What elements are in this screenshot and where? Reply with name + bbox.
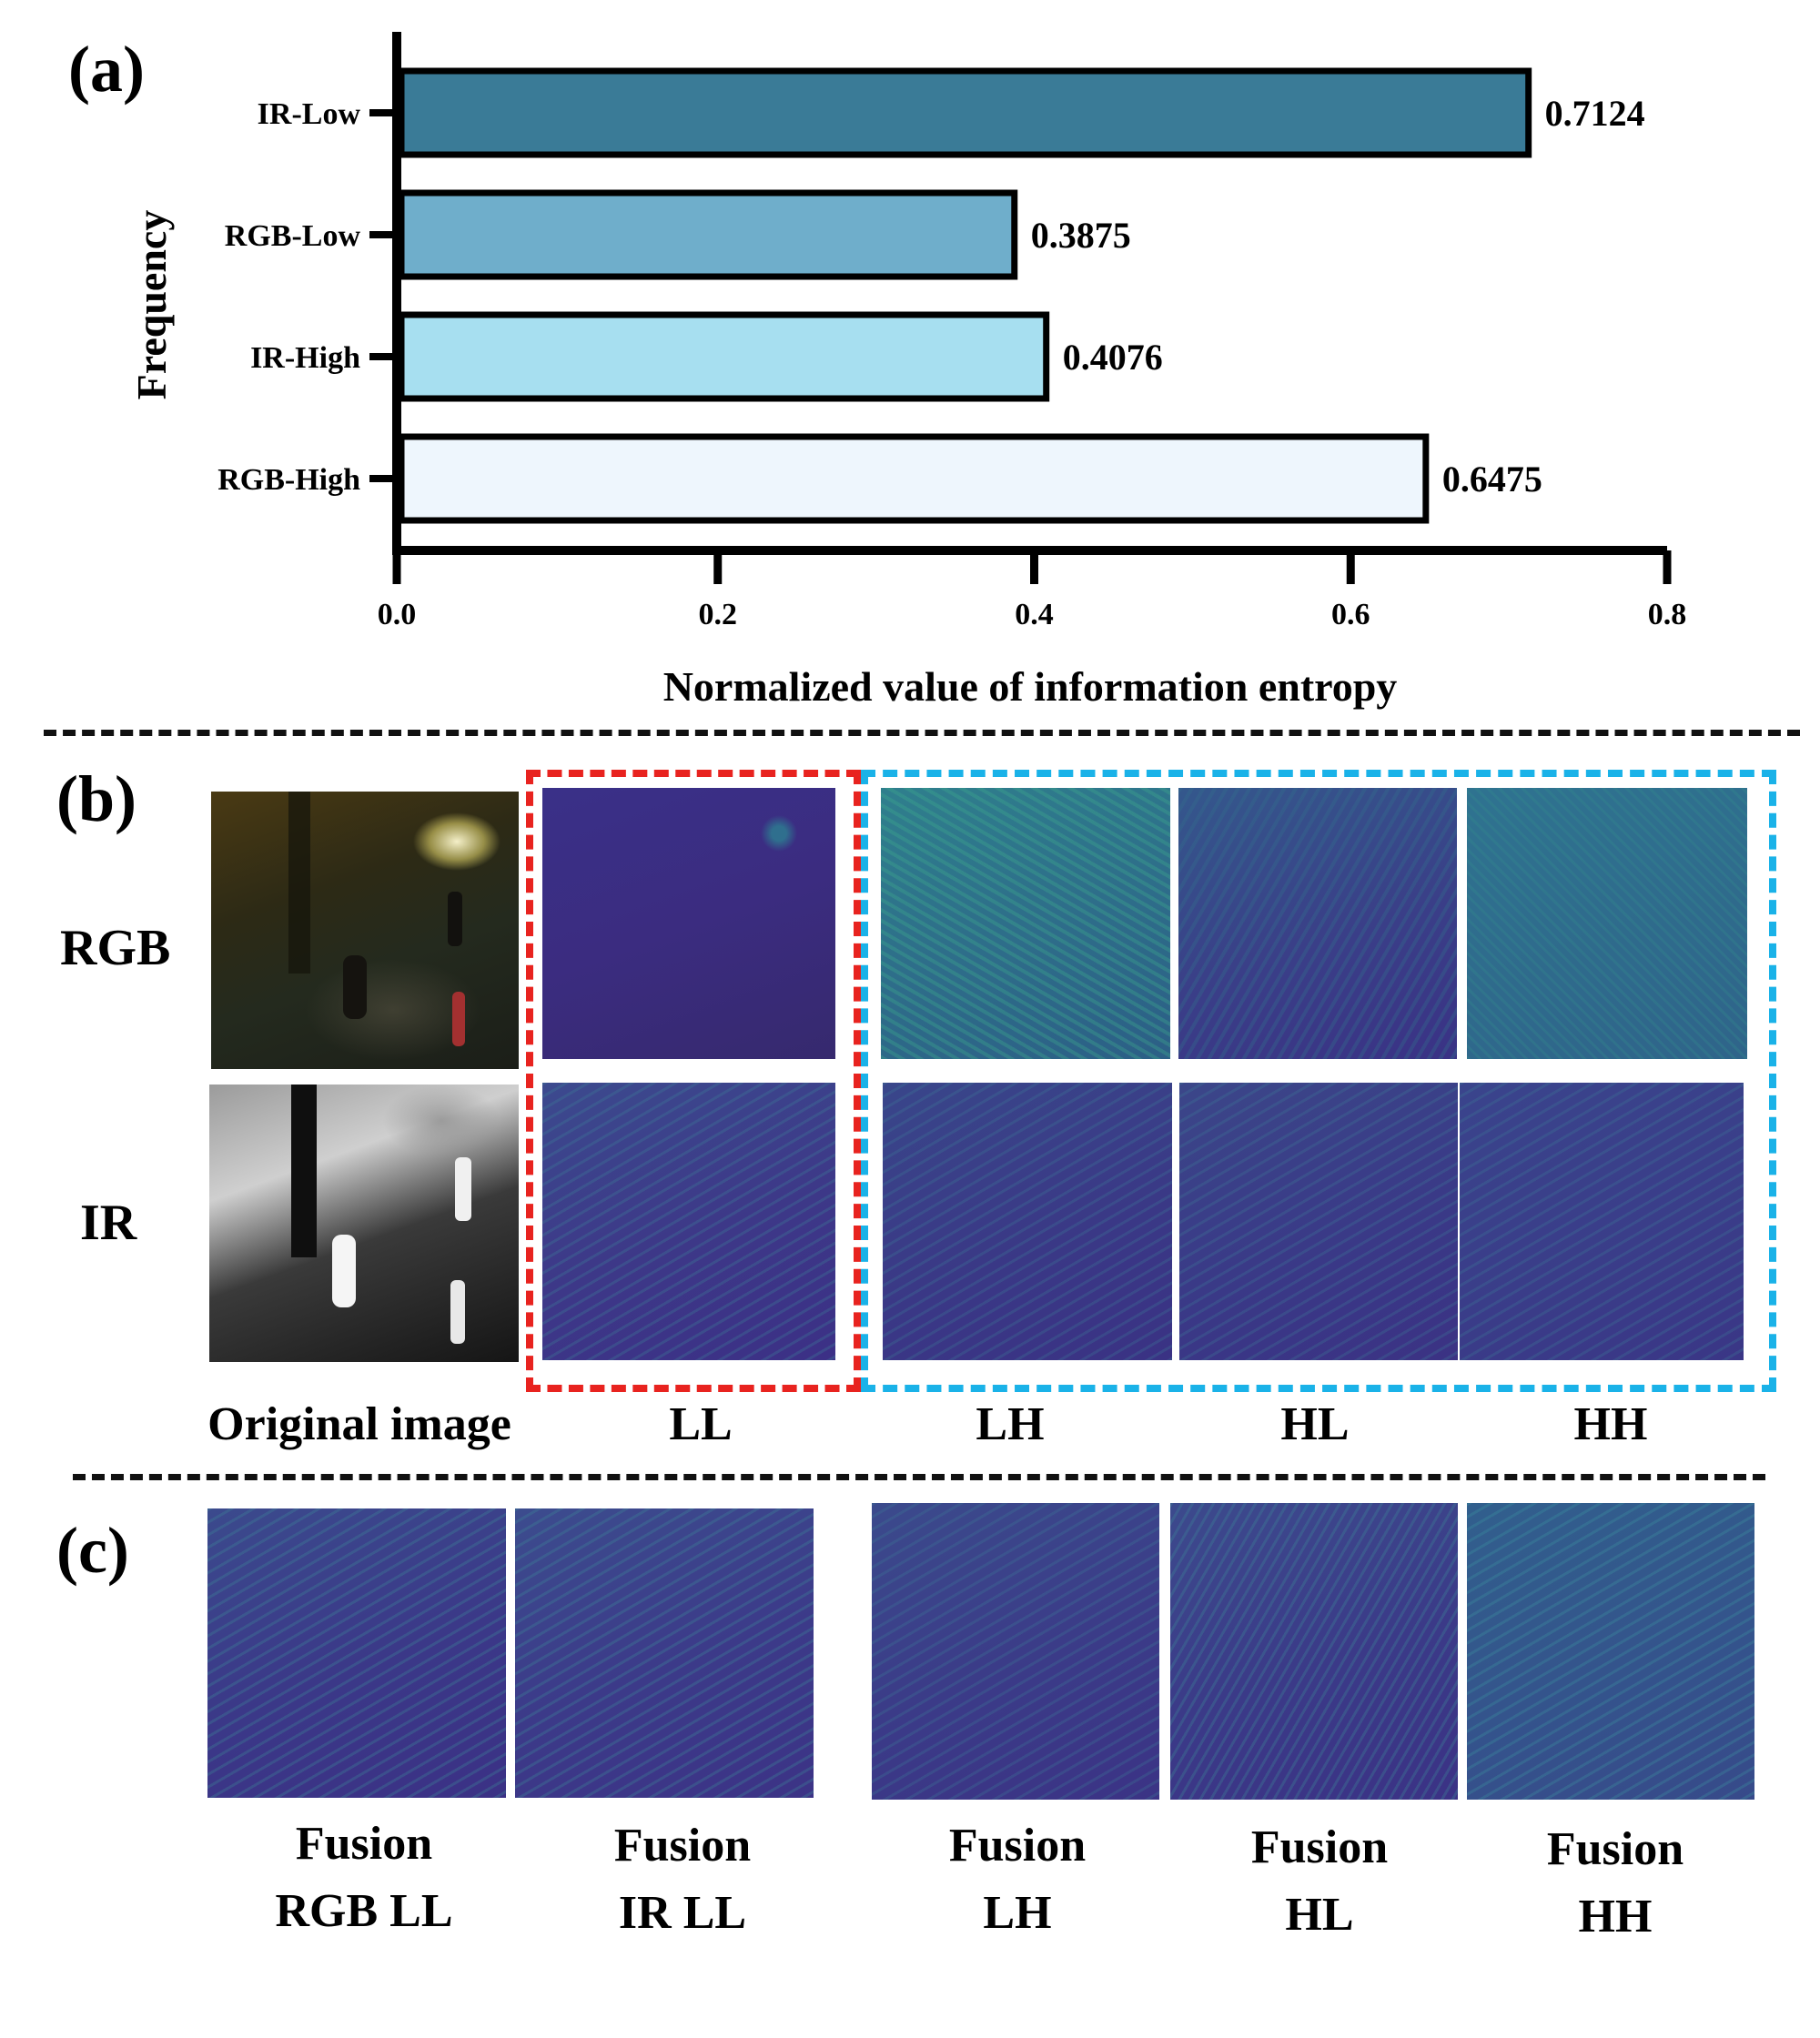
rgb-lh-map <box>881 788 1170 1059</box>
x-tick-label-2: 0.4 <box>1015 598 1054 631</box>
ir-ll-map <box>542 1083 835 1360</box>
caption-ll: LL <box>669 1398 733 1450</box>
value-label-ir-high: 0.4076 <box>1063 337 1163 378</box>
x-tick-label-1: 0.2 <box>699 598 738 631</box>
panel-label-a: (a) <box>68 33 145 106</box>
row-label-rgb: RGB <box>60 920 171 976</box>
rgb-original-image <box>211 792 519 1069</box>
rgb-hh-map <box>1467 788 1747 1059</box>
caption-lh: LH <box>976 1398 1045 1450</box>
y-tick-label-ir-low: IR-Low <box>258 97 361 131</box>
x-tick-label-3: 0.6 <box>1331 598 1370 631</box>
high-frequency-highlight-box <box>861 770 1776 1392</box>
panel-label-c: (c) <box>56 1514 129 1587</box>
caption-hh: HH <box>1573 1398 1648 1450</box>
panel-label-b: (b) <box>56 762 136 835</box>
fusion-ir-ll-map <box>515 1508 814 1798</box>
value-label-rgb-low: 0.3875 <box>1031 215 1131 256</box>
bar-ir-low <box>398 67 1532 158</box>
fusion-rgb-ll-map <box>207 1508 506 1798</box>
entropy-bar-chart: IR-Low RGB-Low IR-High RGB-High 0.7124 0.387… <box>128 32 1687 710</box>
caption-fusion-hh: Fusion HH <box>1546 1823 1684 1942</box>
x-axis-title: Normalized value of information entropy <box>663 663 1398 710</box>
y-tick-label-rgb-high: RGB-High <box>217 463 360 497</box>
value-label-ir-low: 0.7124 <box>1545 93 1645 134</box>
bar-rgb-low <box>398 189 1018 280</box>
caption-fusion-hl: Fusion HL <box>1250 1821 1389 1941</box>
bar-ir-high <box>398 311 1050 402</box>
bar-rgb-high <box>398 433 1430 524</box>
fusion-hl-map <box>1170 1503 1458 1800</box>
rgb-ll-map <box>542 788 835 1059</box>
fusion-hh-map <box>1467 1503 1754 1800</box>
ir-original-image <box>209 1085 519 1362</box>
ir-lh-map <box>883 1083 1172 1360</box>
ir-hh-map <box>1460 1083 1744 1360</box>
divider-bottom <box>73 1474 1765 1480</box>
fusion-lh-map <box>872 1503 1159 1800</box>
y-tick-label-rgb-low: RGB-Low <box>225 219 361 253</box>
caption-fusion-rgb-ll: Fusion RGB LL <box>275 1818 453 1937</box>
y-tick-label-ir-high: IR-High <box>250 341 360 375</box>
y-axis-title: Frequency <box>128 210 175 400</box>
caption-fusion-ir-ll: Fusion IR LL <box>613 1820 752 1939</box>
caption-fusion-lh: Fusion LH <box>948 1820 1087 1939</box>
x-tick-label-4: 0.8 <box>1648 598 1687 631</box>
rgb-hl-map <box>1178 788 1457 1059</box>
ir-hl-map <box>1179 1083 1458 1360</box>
caption-original-image: Original image <box>207 1398 511 1450</box>
value-label-rgb-high: 0.6475 <box>1442 459 1542 499</box>
row-label-ir: IR <box>80 1195 137 1251</box>
low-frequency-highlight-box <box>526 770 861 1392</box>
caption-hl: HL <box>1280 1398 1350 1450</box>
x-tick-label-0: 0.0 <box>378 598 417 631</box>
divider-top <box>44 730 1800 736</box>
